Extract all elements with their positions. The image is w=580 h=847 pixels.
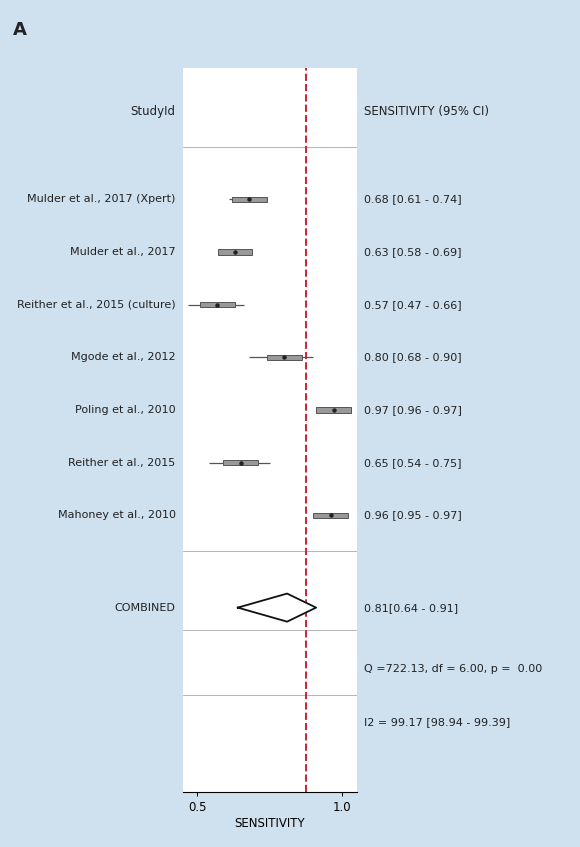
Text: A: A [13,21,27,39]
Text: 0.63 [0.58 - 0.69]: 0.63 [0.58 - 0.69] [364,247,461,257]
Text: Reither et al., 2015: Reither et al., 2015 [68,457,176,468]
X-axis label: SENSITIVITY: SENSITIVITY [234,817,305,830]
Text: Q =722.13, df = 6.00, p =  0.00: Q =722.13, df = 6.00, p = 0.00 [364,664,542,674]
Text: 0.81[0.64 - 0.91]: 0.81[0.64 - 0.91] [364,602,458,612]
Text: COMBINED: COMBINED [115,602,176,612]
Text: Mahoney et al., 2010: Mahoney et al., 2010 [58,511,176,520]
Text: 0.96 [0.95 - 0.97]: 0.96 [0.95 - 0.97] [364,511,462,520]
Bar [223,460,258,465]
Text: 0.57 [0.47 - 0.66]: 0.57 [0.47 - 0.66] [364,300,461,310]
Text: Mulder et al., 2017: Mulder et al., 2017 [70,247,176,257]
Text: I2 = 99.17 [98.94 - 99.39]: I2 = 99.17 [98.94 - 99.39] [364,717,510,727]
Bar [200,302,235,307]
Polygon shape [238,594,316,622]
Text: 0.65 [0.54 - 0.75]: 0.65 [0.54 - 0.75] [364,457,461,468]
Text: Reither et al., 2015 (culture): Reither et al., 2015 (culture) [17,300,176,310]
Text: Mulder et al., 2017 (Xpert): Mulder et al., 2017 (Xpert) [27,195,176,204]
Bar [267,355,302,360]
Text: StudyId: StudyId [130,105,176,118]
Text: SENSITIVITY (95% CI): SENSITIVITY (95% CI) [364,105,489,118]
Bar [218,250,252,255]
Text: Poling et al., 2010: Poling et al., 2010 [75,405,176,415]
Text: 0.97 [0.96 - 0.97]: 0.97 [0.96 - 0.97] [364,405,462,415]
Bar [313,512,348,518]
Bar [316,407,351,412]
Text: 0.80 [0.68 - 0.90]: 0.80 [0.68 - 0.90] [364,352,461,363]
Bar [232,197,267,202]
Text: Mgode et al., 2012: Mgode et al., 2012 [71,352,176,363]
Text: 0.68 [0.61 - 0.74]: 0.68 [0.61 - 0.74] [364,195,461,204]
